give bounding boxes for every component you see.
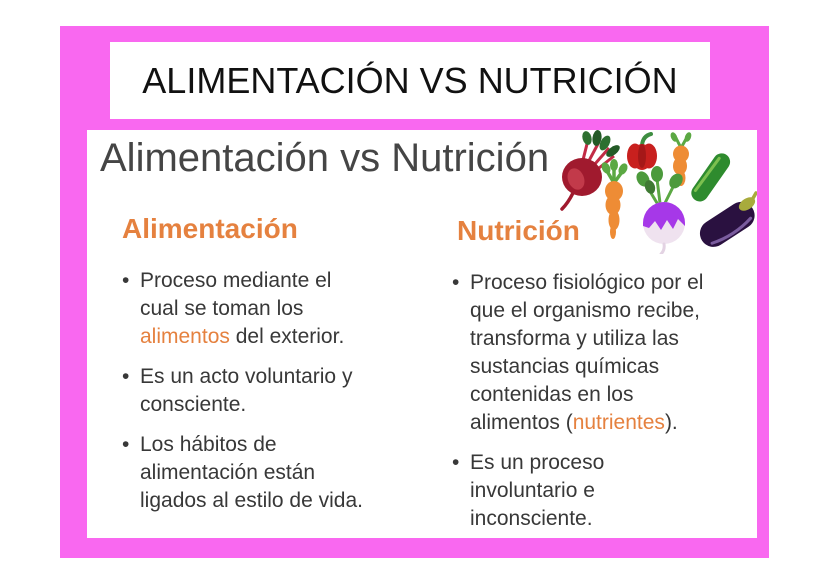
- bullet-marker: [452, 269, 470, 437]
- column-heading-alimentacion: Alimentación: [122, 213, 298, 244]
- vegetables-illustration: [560, 130, 757, 254]
- content-card: Alimentación vs Nutrición: [87, 130, 757, 538]
- bullet-text: Los hábitos de alimentación están ligado…: [140, 431, 363, 515]
- bullet-item: Los hábitos de alimentación están ligado…: [122, 431, 390, 515]
- bullet-marker: [122, 431, 140, 515]
- bullet-text: Proceso fisiológico por el que el organi…: [470, 269, 703, 437]
- bullet-text-pre: Proceso mediante el cual se toman los: [140, 268, 332, 320]
- bullet-list: Proceso fisiológico por el que el organi…: [452, 269, 724, 533]
- bullet-text-highlight: nutrientes: [572, 410, 665, 434]
- slide-title: ALIMENTACIÓN VS NUTRICIÓN: [142, 59, 678, 101]
- bullet-item: Es un proceso involuntario e inconscient…: [452, 449, 724, 533]
- bullet-text: Proceso mediante el cual se toman los al…: [140, 267, 344, 351]
- title-banner: ALIMENTACIÓN VS NUTRICIÓN: [110, 42, 710, 119]
- column-alimentacion: Alimentación Proceso mediante el cual se…: [122, 213, 390, 527]
- bullet-item: Es un acto voluntario y consciente.: [122, 363, 390, 419]
- bullet-text-pre: Es un proceso involuntario e inconscient…: [470, 450, 605, 530]
- bullet-text-pre: Es un acto voluntario y consciente.: [140, 364, 353, 416]
- bullet-text: Es un proceso involuntario e inconscient…: [470, 449, 604, 533]
- column-nutricion: Nutrición Proceso fisiológico por el que…: [452, 215, 724, 545]
- column-heading-nutricion: Nutrición: [457, 215, 580, 246]
- slide-frame: ALIMENTACIÓN VS NUTRICIÓN Alimentación v…: [60, 26, 769, 558]
- carrot-small-icon: [670, 132, 692, 186]
- bullet-marker: [452, 449, 470, 533]
- bullet-text-post: del exterior.: [229, 324, 345, 348]
- bell-pepper-icon: [627, 132, 657, 170]
- bullet-text-pre: Proceso fisiológico por el que el organi…: [470, 270, 704, 434]
- bullet-text-pre: Los hábitos de alimentación están ligado…: [140, 432, 363, 512]
- bullet-item: Proceso fisiológico por el que el organi…: [452, 269, 724, 437]
- beet-icon: [560, 130, 620, 211]
- bullet-list: Proceso mediante el cual se toman los al…: [122, 267, 390, 515]
- eggplant-icon: [699, 191, 757, 247]
- bullet-marker: [122, 363, 140, 419]
- turnip-icon: [636, 166, 685, 254]
- bullet-text-highlight: alimentos: [140, 324, 230, 348]
- bullet-text-post: ).: [664, 410, 678, 434]
- bullet-item: Proceso mediante el cual se toman los al…: [122, 267, 390, 351]
- bullet-text: Es un acto voluntario y consciente.: [140, 363, 352, 419]
- cucumber-icon: [691, 153, 731, 202]
- bullet-marker: [122, 267, 140, 351]
- carrot-icon: [601, 159, 628, 239]
- content-heading: Alimentación vs Nutrición: [100, 136, 550, 180]
